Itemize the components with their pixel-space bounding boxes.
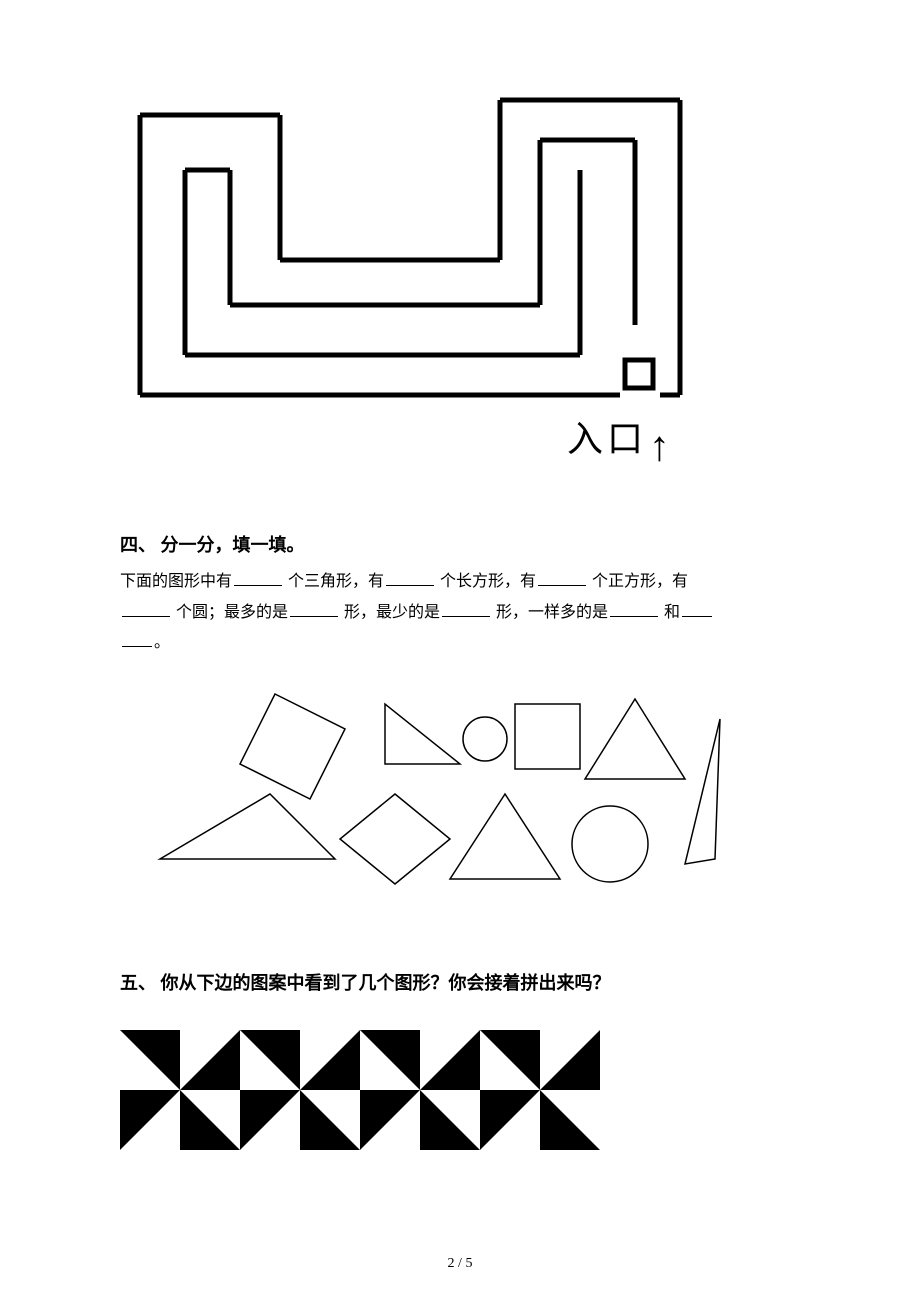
page-sep: /: [455, 1256, 466, 1271]
page-current: 2: [448, 1256, 455, 1271]
section4-text: 下面的图形中有 个三角形，有 个长方形，有 个正方形，有 个圆；最多的是 形，最…: [120, 567, 800, 658]
page-footer: 2 / 5: [0, 1256, 920, 1272]
section4-heading: 四、 分一分，填一填。: [120, 531, 800, 557]
pattern-row: [120, 1030, 800, 1150]
s4-t6: 形，最少的是: [344, 604, 440, 621]
pinwheel-tile: [120, 1030, 240, 1150]
section5-heading: 五、 你从下边的图案中看到了几个图形？你会接着拼出来吗？: [120, 969, 800, 995]
s4-t8: 和: [664, 604, 680, 621]
pinwheel-tile: [360, 1030, 480, 1150]
blank-rectangles[interactable]: [386, 569, 434, 586]
blank-same2b[interactable]: [122, 630, 152, 647]
maze-entrance-label: 入口: [567, 410, 647, 462]
blank-triangles[interactable]: [234, 569, 282, 586]
s4-t1: 下面的图形中有: [120, 573, 232, 590]
shapes-svg: [150, 684, 730, 904]
blank-same2[interactable]: [682, 600, 712, 617]
maze-figure: 入口↑: [130, 80, 690, 471]
blank-most[interactable]: [290, 600, 338, 617]
blank-same1[interactable]: [610, 600, 658, 617]
s4-t4: 个正方形，有: [592, 573, 688, 590]
s4-t9: 。: [154, 634, 170, 651]
pinwheel-tile: [480, 1030, 600, 1150]
page-total: 5: [465, 1256, 472, 1271]
s4-t2: 个三角形，有: [288, 573, 384, 590]
maze-entrance-arrow: ↑: [649, 423, 670, 471]
blank-squares[interactable]: [538, 569, 586, 586]
s4-t3: 个长方形，有: [440, 573, 536, 590]
maze-svg: [130, 80, 690, 400]
s4-t7: 形，一样多的是: [496, 604, 608, 621]
s4-t5: 个圆；最多的是: [176, 604, 288, 621]
pinwheel-tile: [240, 1030, 360, 1150]
section4-shapes: [150, 684, 800, 909]
blank-least[interactable]: [442, 600, 490, 617]
blank-circles[interactable]: [122, 600, 170, 617]
maze-entrance-label-wrap: 入口↑: [130, 410, 690, 471]
